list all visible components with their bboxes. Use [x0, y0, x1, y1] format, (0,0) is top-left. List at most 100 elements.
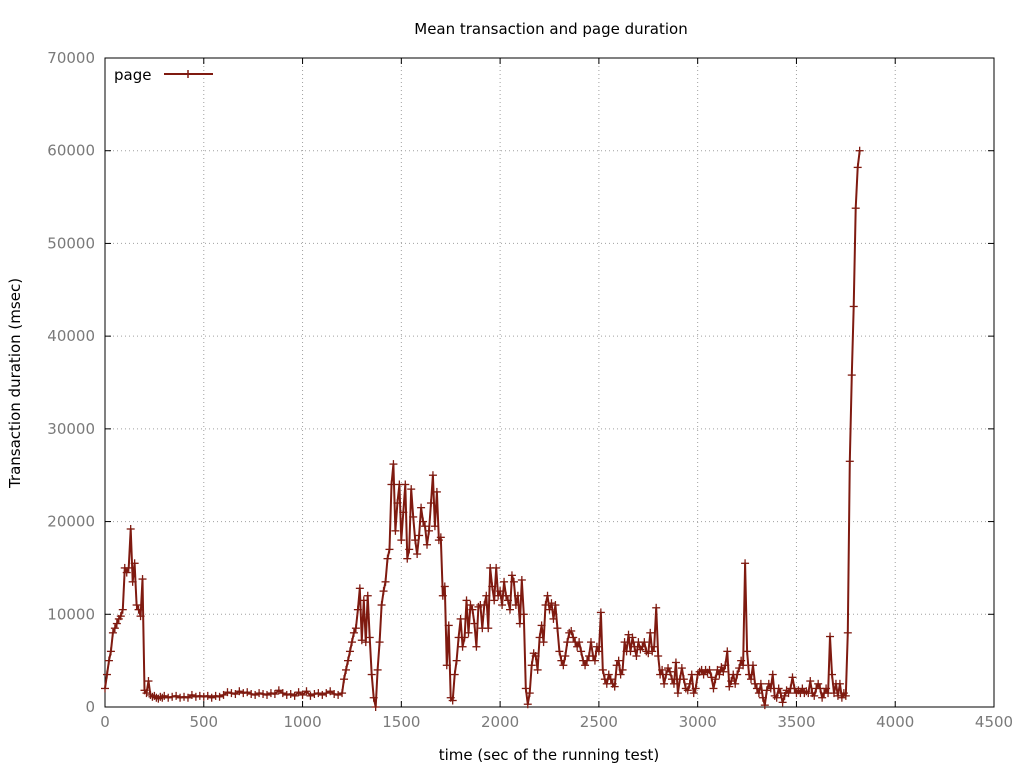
data-point [290, 691, 299, 700]
data-point [737, 656, 746, 665]
x-tick-label: 2000 [481, 713, 519, 731]
y-tick-label: 50000 [47, 234, 95, 252]
data-point [810, 691, 819, 700]
data-point [604, 670, 613, 679]
data-point [612, 661, 621, 670]
data-point [689, 689, 698, 698]
data-point [590, 656, 599, 665]
data-point [594, 647, 603, 656]
data-point [322, 689, 331, 698]
data-point [664, 664, 673, 673]
data-point [768, 670, 777, 679]
data-point [620, 638, 629, 647]
data-point [355, 584, 364, 593]
data-point [282, 690, 291, 699]
x-axis: 0 500 1000 1500 2000 2500 3000 3500 4000 4500 [100, 58, 1013, 731]
y-tick-label: 30000 [47, 420, 95, 438]
data-point [557, 656, 566, 665]
data-point [500, 577, 509, 586]
data-point [340, 675, 349, 684]
data-point [667, 675, 676, 684]
data-point [452, 656, 461, 665]
data-point [375, 638, 384, 647]
data-point [399, 508, 408, 517]
data-point [547, 599, 556, 608]
data-point [108, 628, 117, 637]
data-point [652, 603, 661, 612]
data-point [243, 688, 252, 697]
data-point [421, 522, 430, 531]
data-point [397, 536, 406, 545]
x-tick-label: 4500 [975, 713, 1013, 731]
data-point [116, 612, 125, 621]
data-point [569, 633, 578, 642]
data-point [365, 633, 374, 642]
data-point [334, 690, 343, 699]
data-point [705, 665, 714, 674]
data-point [853, 163, 862, 172]
data-point [677, 664, 686, 673]
data-point [632, 652, 641, 661]
data-point [837, 693, 846, 702]
data-point [101, 684, 109, 693]
data-point [132, 601, 141, 610]
data-point [504, 596, 513, 605]
data-point [555, 647, 564, 656]
data-point [563, 638, 572, 647]
data-point [754, 689, 763, 698]
data-point [423, 540, 432, 549]
data-point [314, 689, 323, 698]
data-point [361, 638, 370, 647]
data-point [671, 658, 680, 667]
data-point [614, 656, 623, 665]
data-point [417, 503, 426, 512]
data-point [207, 693, 216, 702]
data-point [330, 690, 339, 699]
data-point [470, 619, 479, 628]
data-point [148, 692, 157, 701]
data-point [373, 665, 382, 674]
data-point [106, 647, 115, 656]
data-point [762, 686, 771, 695]
data-point [541, 601, 550, 610]
data-point [833, 691, 842, 700]
data-point [124, 563, 133, 572]
data-point [215, 692, 224, 701]
y-tick-label: 20000 [47, 513, 95, 531]
data-point [717, 663, 726, 672]
data-point [505, 605, 514, 614]
data-point [764, 679, 773, 688]
data-point [251, 690, 260, 699]
data-point [841, 691, 850, 700]
legend-label-page: page [114, 66, 151, 84]
data-point [432, 487, 441, 496]
data-point [349, 628, 358, 637]
data-point [134, 605, 143, 614]
data-point [654, 652, 663, 661]
data-point [363, 591, 372, 600]
data-point [343, 656, 352, 665]
data-point [191, 692, 200, 701]
data-point [462, 596, 471, 605]
data-point [539, 638, 548, 647]
data-point [424, 526, 433, 535]
data-point [843, 628, 852, 637]
data-point [553, 624, 562, 633]
data-point [679, 675, 688, 684]
data-point [685, 679, 694, 688]
data-point [357, 636, 366, 645]
data-point [806, 677, 815, 686]
data-point [766, 684, 775, 693]
data-point [496, 587, 505, 596]
data-point [130, 559, 139, 568]
data-point [338, 689, 347, 698]
data-point [745, 670, 754, 679]
data-point [401, 480, 410, 489]
data-point [195, 691, 204, 700]
data-point [270, 690, 279, 699]
data-point [112, 619, 121, 628]
data-point [122, 568, 131, 577]
data-point [575, 638, 584, 647]
plot-border [104, 57, 995, 708]
data-point [498, 601, 507, 610]
